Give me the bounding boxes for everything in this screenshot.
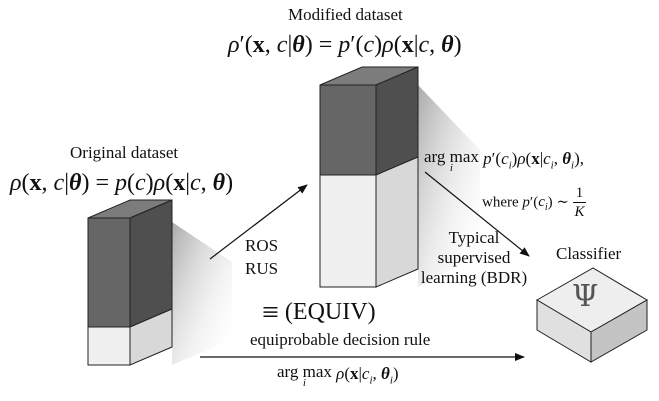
typical-line: Typical (448, 228, 500, 247)
equiprobable-decision-rule-label: equiprobable decision rule (250, 330, 431, 349)
original-block-front-light (87, 326, 131, 366)
equiprobable-decision-rule-formula: arg max i ρ(x|ci, θi) (277, 362, 399, 390)
arrow-original-to-modified (209, 184, 308, 260)
modified-dataset-block (319, 66, 419, 288)
modified-block-shadow (418, 85, 480, 287)
rus-label: RUS (245, 259, 279, 278)
original-block-front-dark (87, 217, 131, 328)
equiv-text: (EQUIV) (284, 299, 376, 325)
classifier-side-face (590, 299, 648, 363)
original-block-shadow (172, 222, 232, 365)
arrow-modified-to-classifier (424, 171, 530, 257)
modified-dataset-title: Modified dataset (288, 5, 403, 24)
original-block-side-light (129, 308, 173, 366)
modified-block-side-dark (375, 66, 419, 176)
learning-bdr-line: learning (BDR) (420, 268, 528, 287)
where-label: where (482, 194, 519, 211)
classifier-label: Classifier (556, 244, 622, 263)
original-block-side-dark (129, 199, 173, 328)
modified-dataset-equation: ρ′(x, c|θ) = p′(c)ρ(x|c, θ) (228, 32, 462, 58)
modified-decision-rule: arg max i p′(ci)ρ(x|ci, θi), (424, 147, 585, 175)
original-dataset-block (87, 199, 173, 366)
modified-block-front-light (319, 174, 377, 288)
modified-block-front-dark (319, 84, 377, 176)
equiv-symbol: ≡ (262, 296, 279, 329)
classifier-box (536, 267, 648, 363)
original-dataset-title: Original dataset (70, 143, 179, 162)
original-dataset-equation: ρ(x, c|θ) = p(c)ρ(x|c, θ) (10, 170, 234, 196)
typical-supervised-learning-label: Typical supervised learning (BDR) (414, 228, 534, 288)
supervised-line: supervised (437, 248, 511, 267)
ros-label: ROS (245, 236, 279, 255)
classifier-symbol: Ψ (572, 279, 599, 314)
equiv-label: ≡ (EQUIV) (262, 296, 376, 330)
modified-block-side-light (375, 156, 419, 288)
